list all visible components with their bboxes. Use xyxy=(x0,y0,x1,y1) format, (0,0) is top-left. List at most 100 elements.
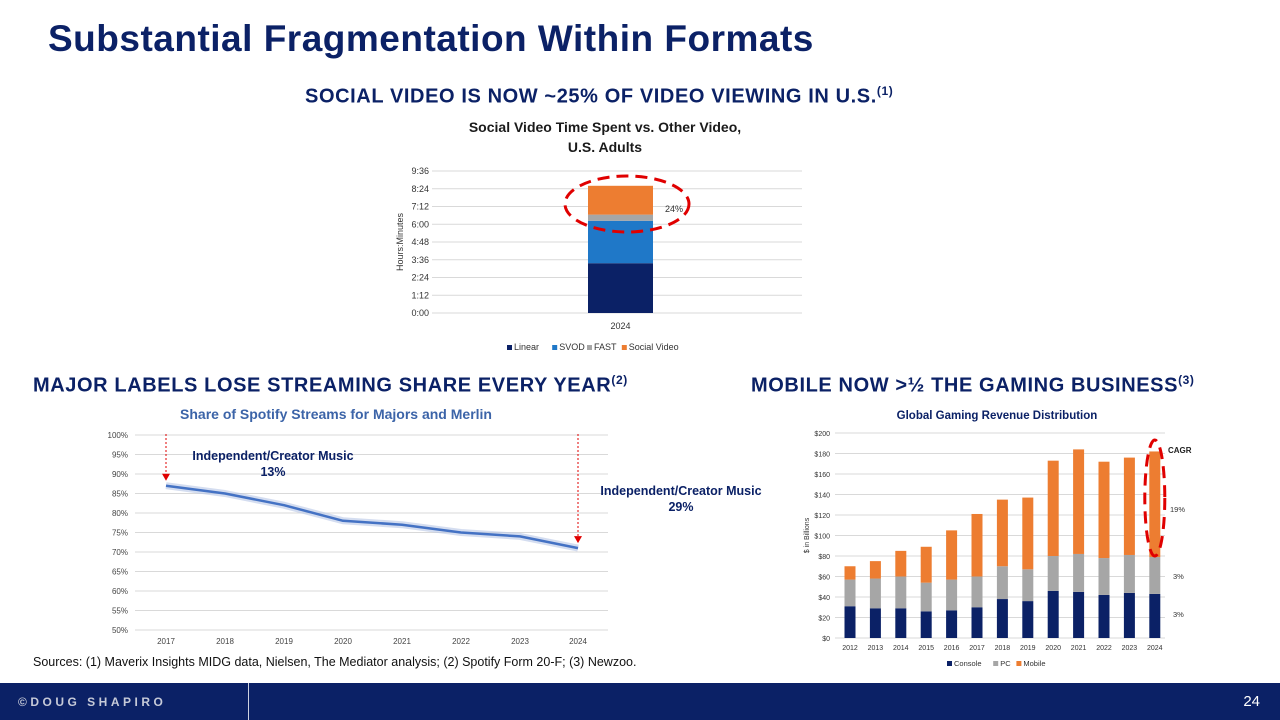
y-tick-label: 60% xyxy=(112,587,128,596)
y-tick-label: 4:48 xyxy=(411,237,429,247)
bar-segment-pc xyxy=(920,582,932,612)
brand-label: ©DOUG SHAPIRO xyxy=(18,695,167,709)
annotation-label: 24% xyxy=(665,204,683,214)
bar-segment-console xyxy=(1098,594,1110,638)
y-tick-label: 70% xyxy=(112,548,128,557)
y-tick-label: 85% xyxy=(112,490,128,499)
bar-segment-linear xyxy=(588,263,653,313)
bar-segment-console xyxy=(1123,592,1135,638)
y-tick-label: $20 xyxy=(818,616,830,623)
x-tick-label: 2021 xyxy=(1071,645,1087,652)
x-tick-label: 2019 xyxy=(275,637,293,646)
bar-segment-pc xyxy=(996,566,1008,600)
footer-divider xyxy=(248,683,249,720)
x-tick-label: 2012 xyxy=(842,645,858,652)
x-tick-label: 2021 xyxy=(393,637,411,646)
bar-segment-mobile xyxy=(1123,457,1135,555)
x-tick-label: 2024 xyxy=(1147,645,1163,652)
gaming-heading: MOBILE NOW >½ THE GAMING BUSINESS(3) xyxy=(751,373,1195,397)
cagr-value: 3% xyxy=(1173,572,1184,581)
chart-title: Social Video Time Spent vs. Other Video, xyxy=(469,119,741,135)
x-tick-label: 2015 xyxy=(918,645,934,652)
y-tick-label: 2:24 xyxy=(411,273,429,283)
bar-segment-pc xyxy=(1047,556,1059,591)
chart-title: Share of Spotify Streams for Majors and … xyxy=(180,406,492,422)
y-tick-label: 50% xyxy=(112,626,128,635)
bar-segment-pc xyxy=(869,578,881,609)
y-tick-label: 8:24 xyxy=(411,184,429,194)
x-tick-label: 2018 xyxy=(216,637,234,646)
highlight-ellipse xyxy=(1143,438,1167,558)
y-tick-label: $180 xyxy=(814,452,830,459)
x-tick-label: 2022 xyxy=(1096,645,1112,652)
legend-label: Social Video xyxy=(629,342,679,352)
social-video-chart: Social Video Time Spent vs. Other Video,… xyxy=(395,119,802,352)
bar-segment-pc xyxy=(946,579,958,611)
bar-segment-social-video xyxy=(588,185,653,215)
legend-swatch xyxy=(587,345,592,350)
y-tick-label: $140 xyxy=(814,493,830,500)
bar-segment-pc xyxy=(1022,569,1034,602)
bar-segment-pc xyxy=(895,576,907,609)
legend-swatch xyxy=(552,345,558,350)
x-tick-label: 2020 xyxy=(334,637,352,646)
slide-title: Substantial Fragmentation Within Formats xyxy=(48,18,814,59)
legend-swatch xyxy=(1016,661,1022,666)
y-tick-label: 55% xyxy=(112,607,128,616)
bar-segment-console xyxy=(895,608,907,638)
legend-swatch xyxy=(947,661,952,666)
x-tick-label: 2020 xyxy=(1045,645,1061,652)
x-tick-label: 2023 xyxy=(1122,645,1138,652)
bar-segment-console xyxy=(971,607,983,638)
y-tick-label: $200 xyxy=(814,431,830,438)
chart-title: U.S. Adults xyxy=(568,139,642,155)
x-tick-label: 2019 xyxy=(1020,645,1036,652)
y-tick-label: $0 xyxy=(822,636,830,643)
bar-segment-console xyxy=(1149,593,1161,638)
bar-segment-mobile xyxy=(844,566,856,580)
y-tick-label: 75% xyxy=(112,529,128,538)
x-tick-label: 2022 xyxy=(452,637,470,646)
footer-bar: ©DOUG SHAPIRO 24 xyxy=(0,683,1280,720)
bar-segment-pc xyxy=(1073,553,1085,592)
y-tick-label: $100 xyxy=(814,534,830,541)
chart-title: Global Gaming Revenue Distribution xyxy=(897,410,1098,422)
y-tick-label: $80 xyxy=(818,554,830,561)
bar-segment-console xyxy=(946,610,958,638)
bar-segment-mobile xyxy=(971,513,983,577)
cagr-label: CAGR xyxy=(1168,446,1192,455)
y-tick-label: 90% xyxy=(112,470,128,479)
annotation-label: Independent/Creator Music xyxy=(192,449,353,463)
bar-segment-console xyxy=(1022,601,1034,638)
annotation-arrow-head xyxy=(574,536,582,544)
y-axis-label: $ in Billions xyxy=(804,517,811,553)
bar-segment-console xyxy=(920,611,932,638)
bar-segment-console xyxy=(844,606,856,638)
social-heading: SOCIAL VIDEO IS NOW ~25% OF VIDEO VIEWIN… xyxy=(305,84,894,108)
y-tick-label: 0:00 xyxy=(411,308,429,318)
bar-segment-mobile xyxy=(946,530,958,580)
bar-segment-mobile xyxy=(1098,461,1110,559)
legend-label: FAST xyxy=(594,342,617,352)
y-tick-label: 100% xyxy=(108,431,128,440)
gaming-revenue-chart: Global Gaming Revenue Distribution $0 $20 $… xyxy=(804,410,1192,668)
legend-label: Mobile xyxy=(1023,659,1045,668)
y-axis-label: Hours:Minutes xyxy=(395,212,405,271)
bar-segment-console xyxy=(996,599,1008,638)
sources-note: Sources: (1) Maverix Insights MIDG data,… xyxy=(33,655,637,669)
bar-segment-mobile xyxy=(1022,497,1034,570)
bar-segment-mobile xyxy=(920,546,932,583)
cagr-value: 3% xyxy=(1173,610,1184,619)
y-tick-label: $60 xyxy=(818,575,830,582)
bar-segment-console xyxy=(869,608,881,638)
y-tick-label: 9:36 xyxy=(411,166,429,176)
annotation-value: 13% xyxy=(260,465,285,479)
bar-segment-pc xyxy=(971,576,983,608)
y-tick-label: 3:36 xyxy=(411,255,429,265)
y-tick-label: 1:12 xyxy=(411,290,429,300)
bar-segment-mobile xyxy=(895,550,907,577)
y-tick-label: 80% xyxy=(112,509,128,518)
annotation-value: 29% xyxy=(668,500,693,514)
page-number: 24 xyxy=(1243,693,1260,710)
bar-segment-pc xyxy=(1149,557,1161,594)
